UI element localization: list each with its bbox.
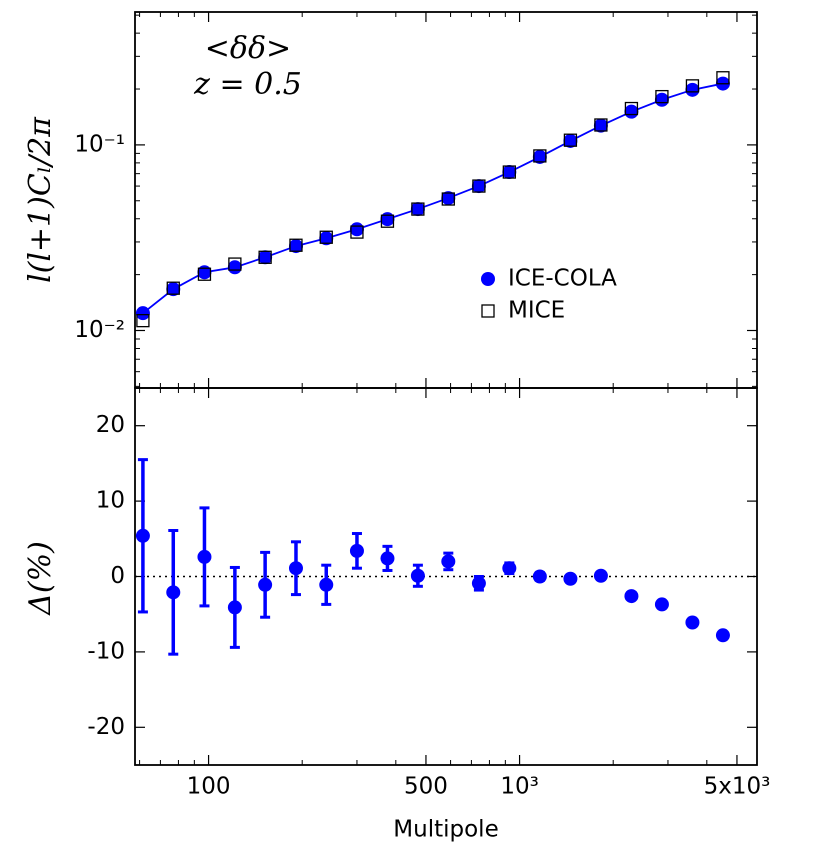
- marker: [258, 250, 273, 265]
- marker: [135, 306, 150, 321]
- y-tick-label: 10: [96, 488, 125, 514]
- marker: [655, 89, 669, 104]
- marker: [136, 313, 150, 328]
- marker: [319, 231, 334, 246]
- marker: [533, 149, 547, 163]
- marker: [441, 554, 456, 569]
- marker: [502, 561, 517, 576]
- marker: [624, 101, 639, 116]
- y-axis-label: Δ(%): [23, 541, 58, 616]
- marker: [228, 257, 242, 271]
- marker: [563, 133, 578, 147]
- marker: [410, 568, 425, 583]
- y-tick-label: 0: [110, 563, 125, 589]
- y-tick-label: -20: [87, 714, 125, 740]
- marker: [716, 71, 730, 85]
- marker: [685, 615, 700, 630]
- marker: [685, 79, 700, 93]
- marker: [441, 192, 455, 206]
- y-tick-label: 10⁻¹: [74, 131, 125, 157]
- marker: [166, 281, 180, 295]
- marker: [441, 191, 456, 206]
- marker: [197, 265, 212, 280]
- marker: [319, 230, 333, 244]
- annotation: <δδ>: [205, 31, 291, 66]
- marker: [349, 222, 364, 237]
- marker: [380, 214, 395, 228]
- marker: [685, 82, 700, 97]
- marker: [593, 568, 608, 583]
- y-tick-label: 20: [96, 412, 125, 438]
- marker: [135, 528, 150, 543]
- marker: [227, 260, 242, 275]
- marker: [197, 549, 212, 564]
- marker: [289, 238, 303, 252]
- marker: [319, 577, 334, 592]
- marker: [166, 585, 181, 600]
- marker: [288, 239, 303, 254]
- y-tick-label: 10⁻²: [74, 317, 125, 343]
- marker: [502, 165, 516, 179]
- marker: [532, 569, 547, 584]
- x-tick-label: 500: [404, 774, 448, 800]
- marker: [502, 165, 517, 180]
- marker: [624, 589, 639, 604]
- marker: [593, 118, 608, 133]
- x-tick-label: 5x10³: [704, 774, 771, 800]
- marker: [411, 202, 425, 216]
- annotation: z = 0.5: [193, 67, 302, 102]
- series-line: [142, 82, 724, 314]
- marker: [654, 92, 669, 107]
- marker: [258, 250, 272, 264]
- plot-frame: [134, 387, 758, 766]
- marker: [471, 179, 486, 194]
- legend-label: ICE-COLA: [508, 266, 617, 292]
- marker: [471, 576, 486, 591]
- marker: [654, 597, 669, 612]
- legend-label: MICE: [508, 298, 565, 324]
- x-tick-label: 100: [187, 774, 231, 800]
- x-axis-label: Multipole: [393, 817, 498, 843]
- marker: [563, 133, 578, 148]
- marker: [563, 571, 578, 586]
- marker: [624, 104, 639, 119]
- marker: [258, 577, 273, 592]
- marker: [349, 543, 364, 558]
- marker: [715, 628, 730, 643]
- marker: [166, 282, 181, 297]
- legend-marker: [481, 272, 495, 286]
- legend-marker: [481, 304, 495, 318]
- marker: [227, 600, 242, 615]
- marker: [380, 551, 395, 566]
- y-tick-label: -10: [87, 638, 125, 664]
- marker: [288, 561, 303, 576]
- marker: [197, 267, 212, 281]
- x-tick-label: 10³: [500, 774, 539, 800]
- marker: [410, 202, 425, 217]
- marker: [532, 149, 547, 164]
- y-axis-label: l(l+1)Cₗ/2π: [23, 116, 58, 283]
- marker: [350, 225, 364, 239]
- marker: [380, 212, 395, 227]
- marker: [594, 118, 608, 132]
- marker: [472, 179, 486, 193]
